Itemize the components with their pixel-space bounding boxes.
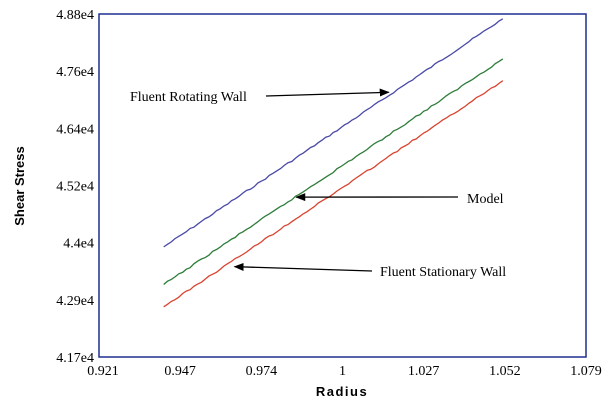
x-tick-label: 1.052 xyxy=(489,364,521,379)
x-tick-label: 0.947 xyxy=(164,364,196,379)
series-line xyxy=(163,58,504,285)
annotation-arrow xyxy=(265,88,390,97)
x-tick-labels: 0.921 0.947 0.974 1 1.027 1.052 1.079 xyxy=(87,364,602,379)
x-tick-label: 0.974 xyxy=(246,364,278,379)
y-tick-label: 4.4e4 xyxy=(63,237,94,252)
x-tick-label: 0.921 xyxy=(87,364,119,379)
x-tick-label: 1 xyxy=(339,364,346,379)
annotation-label: Fluent Rotating Wall xyxy=(130,90,247,105)
series-layer xyxy=(163,18,504,308)
y-tick-label: 4.52e4 xyxy=(56,180,94,195)
y-tick-label: 4.17e4 xyxy=(56,351,94,366)
x-tick-label: 1.027 xyxy=(408,364,440,379)
annotation-label: Model xyxy=(467,192,504,207)
y-tick-label: 4.76e4 xyxy=(56,65,94,80)
y-tick-label: 4.88e4 xyxy=(56,8,94,23)
plot-area-border xyxy=(98,13,587,358)
y-tick-label: 4.29e4 xyxy=(56,294,94,309)
annotation-arrow xyxy=(233,262,373,272)
x-tick-label: 1.079 xyxy=(570,364,602,379)
y-tick-label: 4.64e4 xyxy=(56,122,94,137)
series-line xyxy=(163,80,504,308)
x-axis-title: Radius xyxy=(316,384,368,399)
y-axis-title: Shear Stress xyxy=(12,146,27,226)
annotations: Fluent Rotating Wall Model Fluent Stationa… xyxy=(130,88,506,280)
series-line xyxy=(163,18,504,248)
y-tick-labels: 4.17e4 4.29e4 4.4e4 4.52e4 4.64e4 4.76e4 4.88e… xyxy=(56,8,94,366)
annotation-label: Fluent Stationary Wall xyxy=(380,265,506,280)
